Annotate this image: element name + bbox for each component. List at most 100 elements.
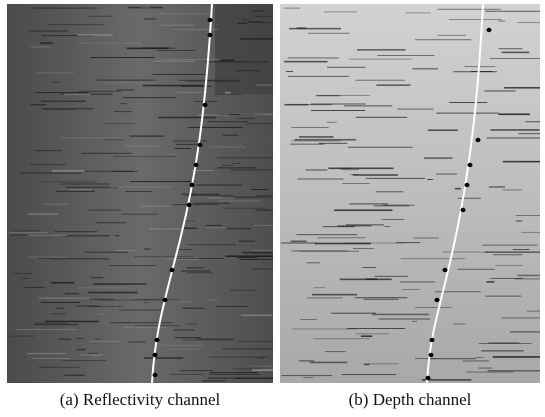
streak (237, 341, 273, 343)
streak (330, 312, 376, 314)
streak (205, 227, 227, 229)
streak (208, 299, 217, 301)
streak (51, 258, 110, 260)
figure-images (7, 3, 540, 384)
streak (85, 251, 128, 253)
streak (291, 140, 342, 142)
streak (182, 307, 205, 309)
streak (367, 363, 399, 365)
streak (382, 204, 415, 206)
streak (515, 214, 540, 216)
streak (250, 365, 273, 367)
streak (517, 133, 540, 135)
marker (467, 162, 473, 168)
streak (242, 251, 273, 254)
streak (240, 258, 273, 260)
streak (517, 274, 540, 277)
streak (436, 112, 500, 115)
streak (326, 66, 366, 68)
streak (462, 360, 489, 362)
streak (51, 82, 60, 83)
streak (186, 272, 214, 274)
streak (209, 356, 270, 358)
streak (318, 142, 348, 144)
streak (493, 254, 523, 256)
streak (219, 59, 235, 62)
streak (202, 380, 226, 382)
streak (76, 348, 86, 351)
streak (101, 82, 156, 84)
streak (133, 256, 194, 258)
streak (33, 322, 68, 324)
streak (134, 298, 178, 300)
streak (36, 72, 74, 74)
streak (109, 186, 172, 188)
streak (41, 100, 87, 103)
streak (208, 146, 247, 148)
streak (482, 244, 538, 246)
streak (209, 372, 259, 374)
streak (365, 278, 378, 280)
streak (352, 174, 398, 176)
marker (152, 352, 158, 358)
marker (154, 337, 160, 343)
streak (289, 27, 342, 30)
streak (30, 46, 50, 48)
streak (95, 338, 101, 340)
streak (217, 157, 273, 159)
streak (128, 341, 146, 343)
streak (175, 91, 208, 93)
streak (300, 319, 317, 320)
streak (78, 287, 124, 289)
streak (174, 337, 202, 339)
streak (128, 6, 163, 9)
streak (212, 94, 243, 95)
marker (486, 27, 492, 33)
streak (66, 186, 118, 189)
streak (28, 213, 58, 216)
streak (77, 34, 113, 36)
streak (97, 299, 161, 301)
streak (345, 242, 406, 244)
streak (123, 97, 177, 99)
streak (144, 357, 184, 359)
streak (152, 60, 195, 62)
streak (280, 242, 317, 244)
markers (152, 17, 492, 381)
streak (372, 313, 430, 316)
streak (64, 93, 91, 95)
streak (515, 220, 523, 222)
streak (436, 173, 458, 175)
marker (475, 137, 481, 143)
streak (178, 79, 240, 81)
streak (252, 10, 266, 12)
streak (51, 313, 66, 315)
streak (113, 111, 133, 113)
streak (41, 181, 97, 183)
streak (437, 8, 501, 10)
streak (256, 84, 273, 86)
streak (478, 342, 532, 344)
streak (247, 21, 263, 23)
streak (256, 357, 264, 359)
streak (317, 237, 366, 239)
streak (296, 234, 358, 236)
streak (180, 270, 211, 272)
streak (218, 200, 261, 202)
streak (152, 73, 206, 75)
marker (434, 297, 440, 303)
streak (78, 90, 122, 92)
streak (140, 7, 151, 8)
streak (143, 302, 149, 303)
streak (466, 371, 514, 373)
streak (172, 140, 208, 142)
streak (75, 305, 101, 307)
streak (487, 369, 540, 372)
streak (239, 113, 273, 115)
streak (130, 181, 195, 183)
streak (178, 249, 192, 250)
streak (427, 179, 433, 180)
streak (60, 137, 123, 139)
streak (454, 187, 461, 190)
